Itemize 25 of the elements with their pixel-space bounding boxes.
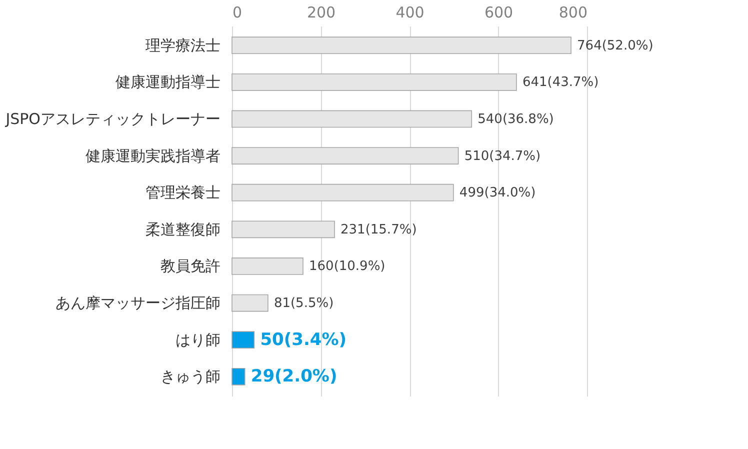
y-tick-label: 健康運動実践指導者: [86, 146, 220, 165]
y-tick-label: はり師: [176, 330, 220, 349]
x-tick-label: 600: [484, 4, 514, 22]
data-label: 499(34.0%): [459, 186, 536, 201]
x-tick-label: 400: [396, 4, 424, 22]
y-tick-label: 管理栄養士: [146, 184, 220, 202]
y-tick-label: きゅう師: [160, 368, 220, 386]
y-tick-label: 柔道整復師: [146, 220, 220, 238]
y-tick-label: 教員免許: [160, 257, 220, 276]
data-label: 81(5.5%): [274, 296, 334, 312]
y-tick-label: 理学療法士: [146, 36, 220, 54]
y-tick-label: 健康運動指導士: [116, 73, 220, 92]
x-tick-label: 0: [232, 4, 242, 22]
x-tick-label: 200: [306, 4, 336, 22]
data-label: 29(2.0%): [250, 366, 338, 387]
data-label: 510(34.7%): [464, 148, 541, 164]
data-label: 641(43.7%): [522, 75, 599, 90]
data-label: 160(10.9%): [309, 259, 386, 274]
data-label: 540(36.8%): [478, 112, 554, 127]
data-label: 50(3.4%): [260, 330, 347, 350]
data-label: 231(15.7%): [340, 222, 417, 238]
x-tick-label: 800: [558, 4, 588, 22]
y-tick-label: あん摩マッサージ指圧師: [56, 294, 220, 312]
data-label: 764(52.0%): [577, 38, 654, 54]
y-tick-label: JSPOアスレティックトレーナー: [4, 110, 220, 128]
